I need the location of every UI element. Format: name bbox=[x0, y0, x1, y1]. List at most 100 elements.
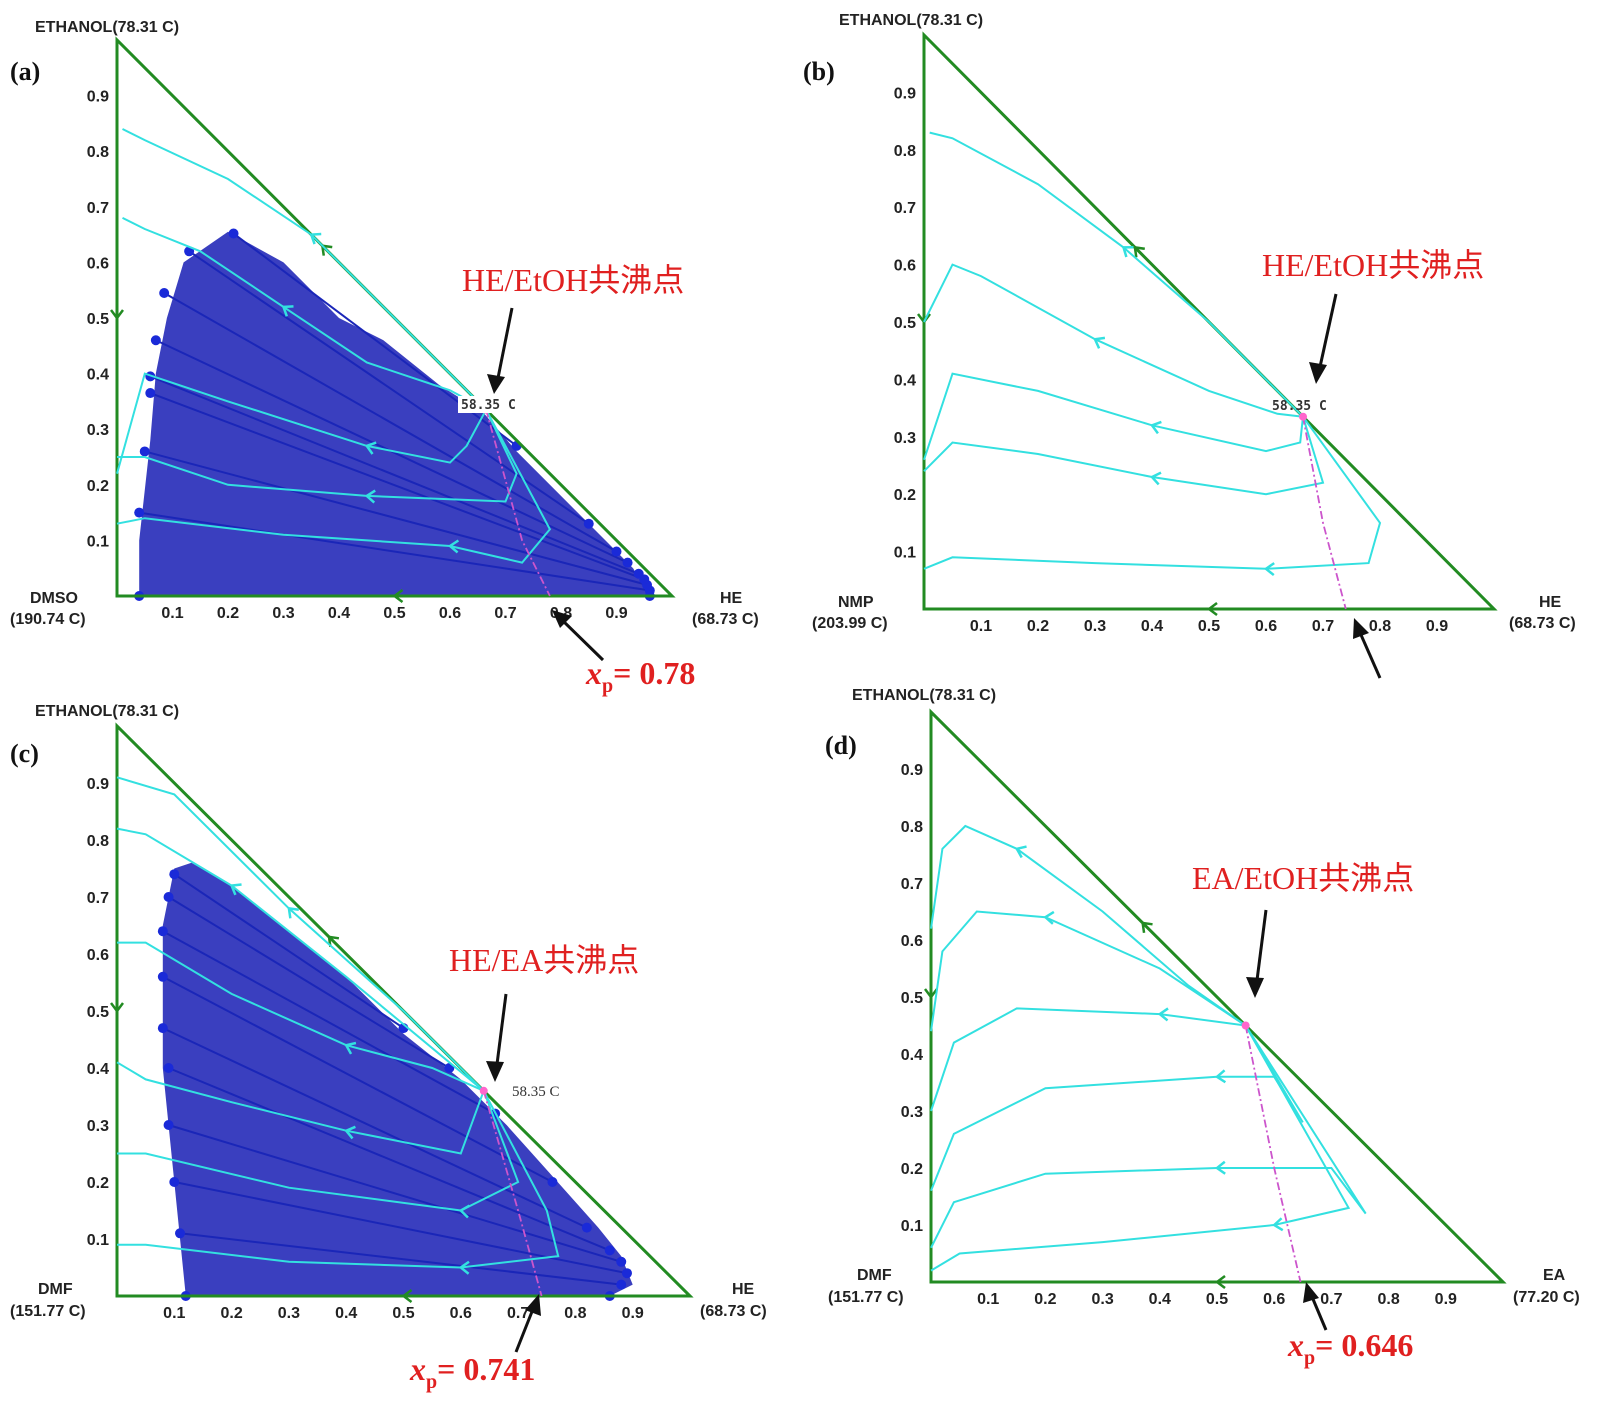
y-tick-label: 0.4 bbox=[901, 1047, 923, 1064]
xp-arrow bbox=[1303, 1282, 1328, 1331]
x-tick-label: 0.3 bbox=[1084, 618, 1106, 635]
residue-curve-arrow bbox=[281, 305, 294, 317]
residue-curve-arrow bbox=[1263, 562, 1275, 577]
azeotrope-point bbox=[1241, 1021, 1250, 1030]
edge-arrow bbox=[924, 988, 938, 1000]
residue-curve-arrow bbox=[1214, 1069, 1227, 1084]
vertex-top-label: ETHANOL(78.31 C) bbox=[35, 703, 179, 720]
x-tick-label: 0.6 bbox=[1263, 1291, 1285, 1308]
vertex-right-name: HE bbox=[1539, 594, 1562, 611]
residue-curve-arrow bbox=[344, 1041, 357, 1055]
vertex-right-name: EA bbox=[1543, 1267, 1566, 1284]
residue-curve-arrow bbox=[1121, 246, 1134, 258]
two-liquid-region bbox=[139, 231, 650, 597]
edge-arrow bbox=[1206, 602, 1218, 616]
vertex-left-name: DMF bbox=[857, 1267, 892, 1284]
tie-line bbox=[139, 511, 650, 592]
y-tick-label: 0.7 bbox=[87, 200, 109, 217]
tie-line-end-point bbox=[611, 546, 622, 557]
tie-line-end-point bbox=[169, 1177, 180, 1187]
tie-line-end-point bbox=[175, 1228, 186, 1239]
tie-line-end-point bbox=[228, 228, 239, 239]
y-tick-label: 0.5 bbox=[87, 311, 109, 328]
ternary-triangle bbox=[929, 708, 1507, 1284]
plot-area bbox=[110, 722, 694, 1303]
y-tick-label: 0.4 bbox=[87, 1061, 109, 1078]
azeotrope-point bbox=[1299, 412, 1308, 421]
tie-line bbox=[173, 873, 405, 1029]
y-tick-label: 0.2 bbox=[894, 487, 916, 504]
xp-value: = 0.78 bbox=[613, 655, 695, 691]
residue-curve-arrow bbox=[458, 1260, 470, 1275]
x-tick-label: 0.2 bbox=[220, 1305, 242, 1322]
residue-curve bbox=[117, 941, 485, 1092]
vertex-right-name: HE bbox=[732, 1281, 755, 1298]
tie-line bbox=[168, 896, 450, 1069]
distillation-boundary bbox=[1302, 416, 1347, 610]
vertex-left-temp: (151.77 C) bbox=[10, 1303, 86, 1320]
residue-curve-arrow bbox=[1150, 420, 1162, 435]
panel-a: (a) ETHANOL(78.31 C) DMSO (190.74 C) HE … bbox=[10, 19, 759, 697]
tie-line-end-point bbox=[145, 388, 156, 399]
y-tick-label: 0.8 bbox=[87, 144, 109, 161]
xp-label: xp= 0.741 bbox=[409, 1351, 535, 1393]
edge-arrow bbox=[327, 935, 340, 947]
x-tick-labels: 0.1 0.2 0.3 0.4 0.5 0.6 0.7 0.8 0.9 bbox=[163, 1305, 644, 1322]
tie-line bbox=[149, 375, 640, 575]
x-tick-label: 0.4 bbox=[1141, 618, 1163, 635]
y-tick-label: 0.3 bbox=[87, 1118, 109, 1135]
panel-label: (c) bbox=[10, 739, 39, 768]
plot-area bbox=[917, 31, 1498, 616]
tie-line-end-point bbox=[157, 971, 168, 982]
x-tick-label: 0.9 bbox=[1426, 618, 1448, 635]
y-tick-label: 0.3 bbox=[894, 430, 916, 447]
residue-curve-arrow bbox=[364, 441, 377, 455]
xp-arrow bbox=[514, 1294, 541, 1353]
tie-line-end-point bbox=[616, 1256, 627, 1267]
x-tick-label: 0.5 bbox=[383, 605, 405, 622]
tie-line-end-point bbox=[150, 335, 161, 346]
residue-curve bbox=[930, 910, 1247, 1032]
residue-curve-arrow bbox=[458, 1204, 471, 1219]
edge-arrow bbox=[1214, 1275, 1226, 1289]
tie-line bbox=[162, 930, 496, 1115]
x-tick-label: 0.4 bbox=[335, 1305, 357, 1322]
tie-line-end-point bbox=[547, 1177, 558, 1187]
y-tick-label: 0.3 bbox=[87, 422, 109, 439]
vertex-left-name: DMSO bbox=[30, 590, 78, 607]
vertex-left-temp: (203.99 C) bbox=[812, 615, 888, 632]
y-tick-label: 0.5 bbox=[901, 990, 923, 1007]
x-tick-labels: 0.1 0.2 0.3 0.4 0.5 0.6 0.7 0.8 0.9 bbox=[970, 618, 1448, 635]
y-tick-label: 0.2 bbox=[901, 1161, 923, 1178]
y-tick-label: 0.4 bbox=[894, 372, 916, 389]
plot-area bbox=[110, 36, 676, 603]
residue-curve-arrow bbox=[1043, 910, 1055, 925]
distillation-boundary bbox=[1244, 1025, 1302, 1283]
residue-curve bbox=[930, 1025, 1351, 1272]
vertex-top-label: ETHANOL(78.31 C) bbox=[852, 687, 996, 704]
x-tick-label: 0.3 bbox=[1091, 1291, 1113, 1308]
azeotrope-temp-bg bbox=[458, 396, 518, 413]
azeotrope-label: HE/EtOH共沸点 bbox=[1262, 247, 1484, 283]
tie-line-end-point bbox=[604, 1245, 615, 1256]
azeotrope-point bbox=[479, 1086, 488, 1095]
tie-line bbox=[179, 1232, 622, 1286]
residue-curve bbox=[929, 131, 1304, 418]
tie-line bbox=[149, 392, 645, 581]
panel-label: (b) bbox=[803, 57, 835, 86]
y-tick-labels: 0.1 0.2 0.3 0.4 0.5 0.6 0.7 0.8 0.9 bbox=[901, 762, 923, 1235]
azeotrope-temperature: 58.35 C bbox=[512, 1084, 560, 1100]
vertex-right-name: HE bbox=[720, 590, 743, 607]
azeotrope-arrow bbox=[1309, 293, 1338, 384]
edge-arrow bbox=[392, 589, 404, 603]
tie-line-end-point bbox=[134, 507, 145, 518]
panel-c: (c) ETHANOL(78.31 C) DMF (151.77 C) HE (… bbox=[10, 703, 767, 1393]
y-tick-labels: 0.1 0.2 0.3 0.4 0.5 0.6 0.7 0.8 0.9 bbox=[87, 776, 109, 1249]
y-tick-label: 0.9 bbox=[894, 85, 916, 102]
residue-curve-arrow bbox=[229, 883, 242, 896]
y-tick-label: 0.8 bbox=[87, 833, 109, 850]
vertex-left-name: NMP bbox=[838, 594, 874, 611]
y-tick-label: 0.9 bbox=[87, 776, 109, 793]
x-tick-label: 0.8 bbox=[1377, 1291, 1399, 1308]
